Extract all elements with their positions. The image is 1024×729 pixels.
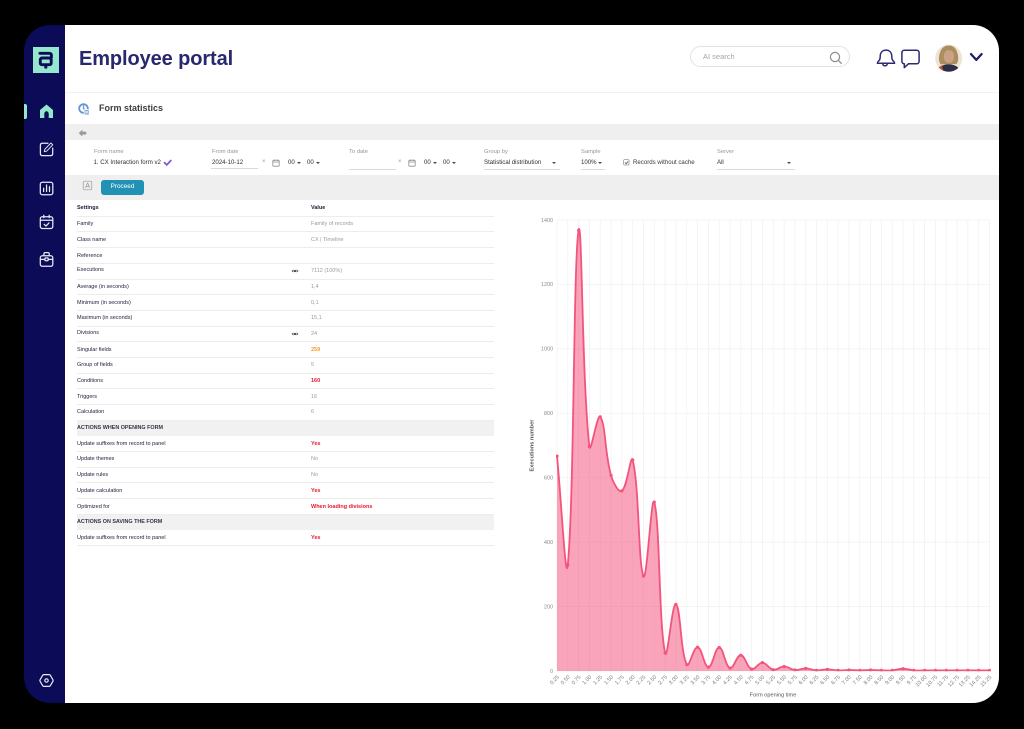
svg-text:2.25: 2.25 [636,675,648,687]
svg-text:600: 600 [544,476,553,482]
svg-text:8.00: 8.00 [863,675,875,687]
svg-text:4.00: 4.00 [711,675,723,687]
svg-text:0: 0 [550,669,553,675]
svg-text:4.50: 4.50 [733,675,745,687]
svg-text:3.50: 3.50 [690,675,702,687]
svg-text:1400: 1400 [541,218,553,224]
svg-text:6.00: 6.00 [798,675,810,687]
svg-text:200: 200 [544,604,553,610]
svg-text:Form opening time: Form opening time [750,693,797,699]
svg-text:1200: 1200 [541,282,553,288]
svg-text:5.50: 5.50 [776,675,788,687]
svg-text:1.25: 1.25 [592,675,604,687]
svg-text:6.75: 6.75 [830,675,842,687]
svg-text:3.75: 3.75 [701,675,713,687]
svg-text:6.25: 6.25 [809,675,821,687]
svg-text:10.75: 10.75 [925,675,939,689]
svg-text:5.25: 5.25 [765,675,777,687]
svg-text:8.50: 8.50 [874,675,886,687]
svg-text:2.50: 2.50 [646,675,658,687]
svg-text:9.75: 9.75 [906,675,918,687]
svg-text:9.00: 9.00 [884,675,896,687]
svg-text:6.50: 6.50 [819,675,831,687]
svg-text:7.50: 7.50 [852,675,864,687]
svg-text:7.00: 7.00 [841,675,853,687]
svg-text:0.75: 0.75 [571,675,583,687]
svg-text:5.00: 5.00 [755,675,767,687]
svg-text:2.75: 2.75 [657,675,669,687]
svg-text:0.50: 0.50 [560,675,572,687]
svg-text:1.00: 1.00 [582,675,594,687]
svg-text:4.75: 4.75 [744,675,756,687]
svg-text:1.75: 1.75 [614,675,626,687]
svg-text:3.25: 3.25 [679,675,691,687]
svg-text:Executions number: Executions number [530,419,536,472]
svg-text:400: 400 [544,540,553,546]
svg-text:5.75: 5.75 [787,675,799,687]
svg-text:800: 800 [544,411,553,417]
svg-text:9.50: 9.50 [895,675,907,687]
svg-text:1.50: 1.50 [603,675,615,687]
svg-text:15.25: 15.25 [980,675,994,689]
svg-text:0.25: 0.25 [549,675,561,687]
svg-text:3.00: 3.00 [668,675,680,687]
svg-text:1000: 1000 [541,347,553,353]
svg-text:2.00: 2.00 [625,675,637,687]
svg-text:4.25: 4.25 [722,675,734,687]
